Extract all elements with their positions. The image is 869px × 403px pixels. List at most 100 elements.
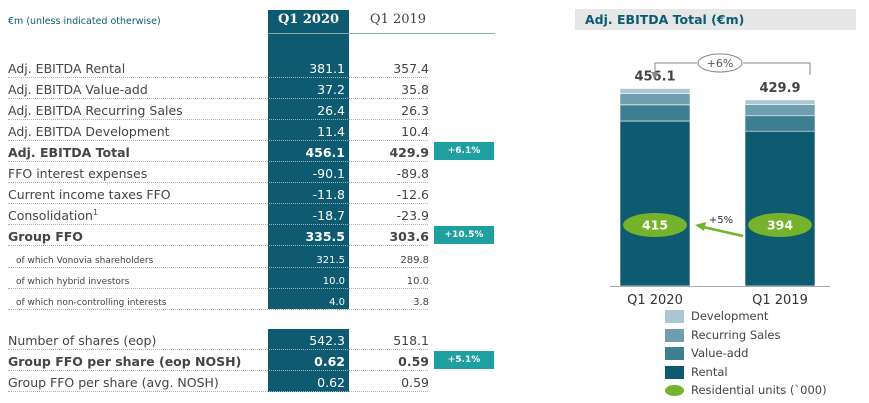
value-q1-2020: 321.5: [316, 255, 345, 266]
column-header-q1-2020: Q1 2020: [277, 12, 340, 27]
category-label: Q1 2019: [752, 293, 808, 308]
value-q1-2019: 0.59: [398, 354, 429, 369]
row-divider: [8, 267, 428, 268]
bar-segment-rental: [619, 120, 691, 287]
table-row: Consolidation1 -18.7 -23.9: [0, 204, 500, 225]
residential-growth-label: +5%: [709, 215, 733, 226]
row-divider: [8, 288, 428, 289]
legend-label: Rental: [691, 364, 728, 379]
residential-units-oval: [748, 213, 812, 237]
bar-segment-rental: [744, 130, 816, 287]
value-q1-2020: 456.1: [305, 145, 345, 160]
row-divider: [8, 245, 428, 246]
growth-bubble: [697, 53, 743, 73]
category-label: Q1 2020: [627, 293, 683, 308]
value-q1-2020: 381.1: [309, 61, 345, 76]
value-q1-2019: -89.8: [396, 166, 429, 181]
growth-connector: [743, 62, 811, 75]
table-row: of which hybrid investors 10.0 10.0: [0, 268, 500, 289]
row-label: Consolidation1: [8, 207, 99, 223]
value-q1-2019: 289.8: [400, 255, 429, 266]
row-label: FFO interest expenses: [8, 166, 148, 181]
table-row: Adj. EBITDA Rental 381.1 357.4: [0, 57, 500, 78]
value-q1-2019: 26.3: [401, 103, 429, 118]
value-q1-2020: 26.4: [317, 103, 345, 118]
value-q1-2019: 429.9: [389, 145, 429, 160]
value-q1-2020: 4.0: [329, 297, 345, 308]
bar-segment-value-add: [619, 104, 691, 122]
legend-label: Value-add: [691, 346, 749, 360]
value-q1-2020: -18.7: [312, 208, 345, 223]
residential-growth-arrow: [702, 225, 744, 238]
value-q1-2019: 35.8: [401, 82, 429, 97]
row-label: Adj. EBITDA Rental: [8, 61, 126, 76]
bar-segment-value-add: [744, 115, 816, 132]
value-q1-2020: 10.0: [322, 276, 345, 287]
total-label: 429.9: [759, 81, 800, 96]
table-row: FFO interest expenses -90.1 -89.8: [0, 162, 500, 183]
legend-swatch: [665, 328, 684, 342]
row-label: of which non-controlling interests: [16, 298, 167, 308]
growth-badge: +5.1%: [434, 351, 494, 369]
value-q1-2020: 0.62: [317, 375, 345, 390]
table-row: of which Vonovia shareholders 321.5 289.8: [0, 247, 500, 268]
table-row: Current income taxes FFO -11.8 -12.6: [0, 183, 500, 204]
row-label: Adj. EBITDA Development: [8, 124, 170, 139]
value-q1-2019: 303.6: [389, 229, 429, 244]
row-label: Current income taxes FFO: [8, 187, 171, 202]
value-q1-2020: 11.4: [317, 124, 345, 139]
row-divider: [8, 309, 428, 310]
row-label: of which hybrid investors: [16, 277, 130, 287]
chart-title: Adj. EBITDA Total (€m): [575, 9, 856, 30]
residential-units-oval: [623, 213, 687, 237]
row-divider: [8, 161, 428, 162]
legend-label: Recurring Sales: [691, 327, 781, 342]
value-q1-2019: 3.8: [413, 297, 429, 308]
value-q1-2020: 37.2: [317, 82, 345, 97]
table-row: Adj. EBITDA Recurring Sales 26.4 26.3: [0, 99, 500, 120]
row-divider: [8, 119, 428, 120]
bar-segment-development: [744, 99, 816, 105]
bar-segment-development: [619, 88, 691, 94]
row-divider: [8, 182, 428, 183]
growth-arrowhead: [651, 72, 659, 79]
row-label: of which Vonovia shareholders: [16, 256, 154, 266]
table-row: of which non-controlling interests 4.0 3.8: [0, 289, 500, 310]
q1-2020-highlight-column: [268, 10, 349, 309]
row-label: Number of shares (eop): [8, 333, 157, 348]
legend-swatch: [665, 347, 684, 360]
value-q1-2020: -90.1: [312, 166, 345, 181]
row-divider: [8, 140, 428, 141]
value-q1-2019: 10.4: [401, 124, 429, 139]
row-divider: [8, 77, 428, 78]
value-q1-2019: 518.1: [393, 333, 429, 348]
row-divider: [8, 224, 428, 225]
row-divider: [8, 98, 428, 99]
header-rule: [268, 33, 495, 34]
row-label: Adj. EBITDA Recurring Sales: [8, 103, 183, 118]
row-divider: [8, 391, 428, 392]
q1-2020-highlight-column-lower: [268, 329, 349, 392]
bar-segment-recurring-sales: [744, 104, 816, 117]
value-q1-2019: 10.0: [406, 276, 429, 287]
value-q1-2020: -11.8: [312, 187, 345, 202]
growth-badge: +10.5%: [434, 226, 494, 244]
growth-connector: [654, 62, 697, 76]
value-q1-2019: -23.9: [396, 208, 429, 223]
row-label: Group FFO per share (avg. NOSH): [8, 375, 219, 390]
value-q1-2019: 0.59: [401, 375, 429, 390]
value-q1-2020: 542.3: [309, 333, 345, 348]
legend-swatch-oval: [665, 385, 684, 396]
total-growth-label: +6%: [707, 57, 734, 70]
table-row: Group FFO per share (eop NOSH) 0.62 0.59 +5…: [0, 350, 500, 371]
legend-swatch: [665, 365, 684, 379]
value-q1-2019: -12.6: [396, 187, 429, 202]
bar-segment-recurring-sales: [619, 93, 691, 106]
row-divider: [8, 370, 428, 371]
legend-swatch: [665, 310, 684, 323]
footnote-marker: 1: [92, 207, 99, 217]
row-divider: [8, 203, 428, 204]
table-row: Group FFO 335.5 303.6 +10.5%: [0, 225, 500, 246]
table-row: Group FFO per share (avg. NOSH) 0.62 0.59: [0, 371, 500, 392]
